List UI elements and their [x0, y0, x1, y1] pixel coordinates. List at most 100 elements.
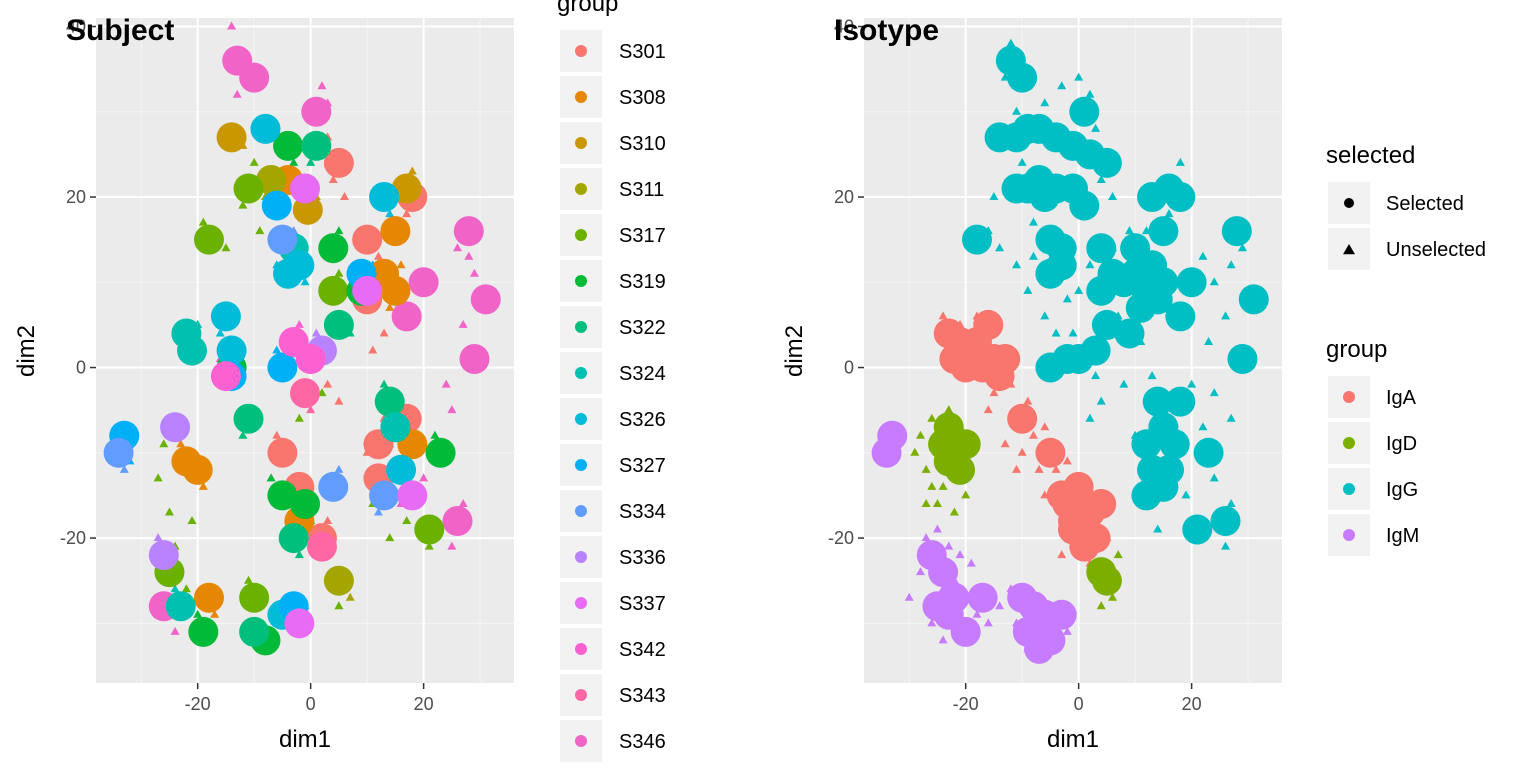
isotype-point-unselected-igm	[915, 567, 925, 576]
isotype-point-unselected-igg	[1187, 379, 1197, 388]
isotype-point-unselected-igg	[1175, 157, 1185, 166]
isotype-point-unselected-iga	[1023, 396, 1033, 405]
isotype-points	[871, 38, 1269, 664]
isotype-point-unselected-igm	[966, 558, 976, 567]
isotype-point-unselected-iga	[1057, 550, 1067, 559]
subject-point-selected-s327	[261, 190, 292, 221]
subject-group-legend: group S301S308S310S311S317S319S322S324S3…	[557, 0, 666, 762]
isotype-point-unselected-igg	[1198, 422, 1208, 431]
isotype-x-tick-label: -20	[953, 694, 979, 714]
isotype-point-selected-igg	[1091, 309, 1122, 340]
subject-point-unselected-s346	[447, 405, 457, 414]
subject-point-selected-s319	[267, 480, 298, 511]
subject-point-unselected-s346	[447, 541, 457, 550]
legend-label-s324: S324	[619, 363, 666, 385]
isotype-point-unselected-igg	[1028, 251, 1038, 260]
subject-point-unselected-s301	[402, 209, 412, 218]
subject-point-selected-s326	[210, 301, 241, 332]
subject-point-selected-s308	[182, 454, 213, 485]
legend-key-igd	[1343, 437, 1355, 449]
isotype-point-unselected-iga	[1062, 456, 1072, 465]
subject-point-unselected-s317	[255, 226, 265, 235]
subject-point-selected-s322	[233, 403, 264, 434]
subject-point-unselected-s301	[373, 251, 383, 260]
isotype-point-unselected-igm	[938, 635, 948, 644]
isotype-point-unselected-igg	[1012, 106, 1022, 115]
isotype-point-unselected-igg	[1074, 285, 1084, 294]
subject-point-selected-s337	[284, 608, 315, 639]
selected-legend-title: selected	[1326, 142, 1415, 169]
subject-point-unselected-s317	[294, 413, 304, 422]
isotype-point-unselected-igg	[1204, 336, 1214, 345]
isotype-point-unselected-igg	[1226, 498, 1236, 507]
isotype-point-unselected-igg	[1124, 226, 1134, 235]
subject-point-selected-s346	[239, 62, 270, 93]
subject-point-unselected-s322	[306, 157, 316, 166]
isotype-point-selected-iga	[1086, 488, 1117, 519]
isotype-point-selected-igg	[1001, 173, 1032, 204]
isotype-panel: -20 0 20 -20 0 20 40 dim1 dim2 Isotype	[781, 14, 1282, 753]
legend-label-s310: S310	[619, 133, 666, 155]
subject-point-selected-s322	[374, 386, 405, 417]
legend-label-igm: IgM	[1386, 525, 1419, 547]
isotype-point-unselected-igg	[1057, 81, 1067, 90]
isotype-y-tick-label: 0	[844, 358, 854, 378]
legend-key-unselected	[1343, 244, 1355, 255]
subject-point-selected-s319	[290, 488, 320, 519]
subject-point-selected-s317	[318, 275, 349, 306]
isotype-point-selected-igg	[1120, 233, 1151, 264]
isotype-point-selected-igg	[1069, 96, 1100, 127]
isotype-point-selected-igg	[1221, 216, 1252, 247]
legend-key-s310	[575, 137, 587, 149]
subject-point-unselected-s308	[198, 481, 208, 490]
subject-point-selected-s310	[391, 173, 422, 204]
isotype-point-unselected-igd	[915, 430, 925, 439]
legend-label-s326: S326	[619, 409, 666, 431]
subject-point-selected-s346	[453, 216, 484, 247]
isotype-point-selected-igg	[1182, 514, 1213, 545]
isotype-x-tick-label: 20	[1182, 694, 1202, 714]
subject-point-selected-s336	[160, 412, 191, 443]
isotype-point-selected-igg	[1046, 250, 1077, 281]
subject-point-selected-s337	[397, 480, 428, 511]
subject-point-unselected-s308	[210, 609, 220, 618]
isotype-point-unselected-iga	[1034, 464, 1044, 473]
subject-point-unselected-s346	[419, 473, 429, 482]
subject-point-selected-s346	[442, 506, 473, 537]
subject-point-unselected-s319	[193, 609, 203, 618]
subject-point-unselected-s346	[232, 89, 242, 98]
isotype-y-tick-label: -20	[828, 528, 854, 548]
isotype-point-selected-iga	[990, 344, 1021, 375]
isotype-point-unselected-igg	[1017, 157, 1027, 166]
isotype-point-unselected-igd	[1113, 550, 1123, 559]
subject-point-unselected-s317	[238, 200, 248, 209]
subject-point-selected-s327	[267, 352, 298, 383]
subject-point-unselected-s317	[334, 268, 344, 277]
subject-legend-title: group	[557, 0, 618, 17]
isotype-point-selected-igg	[1165, 386, 1196, 417]
subject-point-unselected-s317	[244, 575, 254, 584]
isotype-point-unselected-igd	[944, 405, 954, 414]
legend-label-s317: S317	[619, 225, 666, 247]
isotype-point-selected-igg	[1091, 147, 1122, 178]
subject-point-unselected-s343	[306, 405, 316, 414]
isotype-point-selected-iga	[1080, 523, 1111, 554]
subject-point-selected-s326	[250, 113, 281, 144]
legend-label-iga: IgA	[1386, 387, 1417, 409]
isotype-point-unselected-igd	[910, 447, 920, 456]
isotype-point-unselected-iga	[989, 388, 999, 397]
subject-point-unselected-s346	[458, 498, 468, 507]
isotype-point-unselected-igd	[921, 464, 931, 473]
subject-point-selected-s311	[256, 164, 287, 195]
legend-label-igd: IgD	[1386, 433, 1417, 455]
isotype-point-unselected-igg	[1209, 277, 1219, 286]
subject-point-selected-s346	[408, 267, 439, 298]
isotype-point-selected-igg	[1114, 318, 1145, 349]
isotype-point-selected-igg	[1227, 344, 1258, 375]
isotype-point-selected-iga	[961, 326, 992, 357]
isotype-point-unselected-igm	[904, 592, 914, 601]
isotype-point-unselected-igg	[1181, 490, 1191, 499]
subject-y-tick-label: 40	[66, 17, 86, 37]
subject-point-selected-s317	[239, 582, 270, 613]
